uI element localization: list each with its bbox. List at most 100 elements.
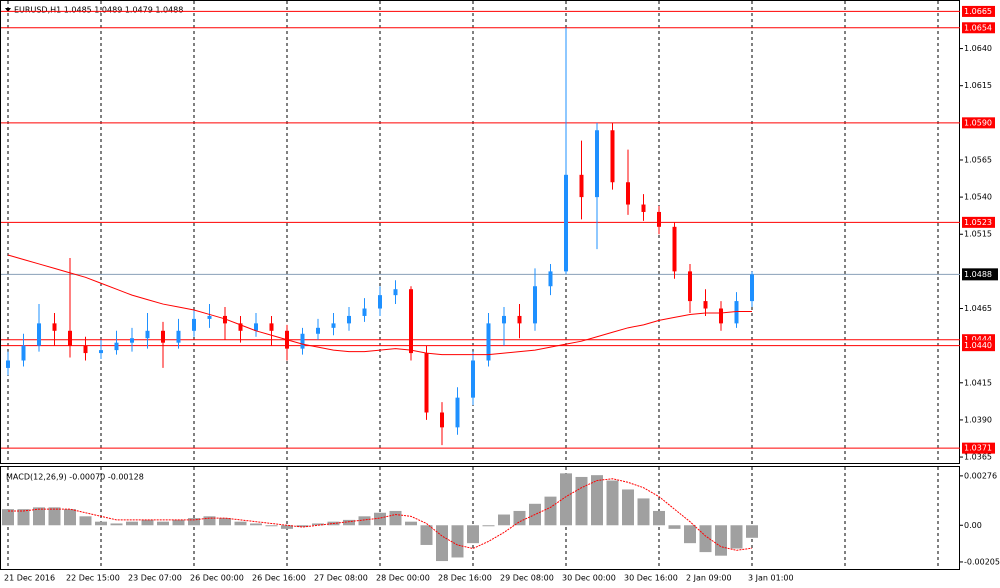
macd-bar bbox=[420, 525, 433, 545]
x-tick-label: 27 Dec 08:00 bbox=[314, 574, 368, 583]
macd-bar bbox=[498, 514, 510, 526]
macd-bar bbox=[451, 525, 464, 558]
y-tick-label: -0.00205 bbox=[964, 557, 1000, 566]
macd-bar bbox=[33, 507, 45, 526]
x-tick-label: 3 Jan 01:00 bbox=[748, 574, 794, 583]
macd-bar bbox=[684, 525, 696, 544]
macd-bar bbox=[203, 516, 216, 526]
macd-bar bbox=[79, 516, 92, 526]
y-tick-label: 1.0640 bbox=[964, 44, 992, 53]
candle-body bbox=[517, 315, 522, 324]
level-box bbox=[962, 117, 995, 129]
candle-body bbox=[161, 330, 165, 343]
candle-body bbox=[409, 289, 413, 354]
candle-body bbox=[68, 330, 72, 346]
candle-body bbox=[564, 174, 568, 272]
level-label: 1.0523 bbox=[964, 218, 992, 227]
candle-body bbox=[300, 333, 305, 349]
moving-average bbox=[7, 254, 752, 356]
candle-body bbox=[393, 289, 398, 296]
candle-body bbox=[502, 315, 506, 324]
level-label: 1.0654 bbox=[964, 23, 992, 32]
x-tick-label: 21 Dec 2016 bbox=[4, 574, 55, 583]
macd-bar bbox=[637, 498, 650, 526]
candle-body bbox=[6, 360, 10, 368]
candle-body bbox=[719, 308, 723, 324]
candle-body bbox=[331, 323, 336, 328]
macd-bar bbox=[296, 525, 309, 528]
macd-bar bbox=[668, 525, 681, 529]
macd-panel-frame bbox=[0, 466, 960, 570]
y-tick-label: 0.00 bbox=[964, 521, 982, 530]
macd-bar bbox=[265, 525, 278, 527]
candle-body bbox=[440, 412, 444, 428]
macd-bar bbox=[575, 476, 588, 526]
macd-bar bbox=[467, 525, 479, 544]
level-box bbox=[962, 22, 995, 34]
candle-body bbox=[672, 226, 677, 272]
macd-bar bbox=[544, 496, 557, 526]
level-label: 1.0371 bbox=[964, 444, 992, 453]
macd-bar bbox=[188, 518, 200, 526]
macd-bar bbox=[48, 507, 61, 526]
candle-body bbox=[750, 274, 754, 302]
macd-bar bbox=[436, 525, 448, 562]
macd-bar bbox=[482, 525, 495, 527]
candle-body bbox=[269, 323, 274, 331]
candle-body bbox=[378, 295, 382, 309]
level-box bbox=[962, 442, 995, 454]
y-tick-label: 1.0390 bbox=[964, 415, 992, 424]
candle-body bbox=[641, 204, 646, 212]
y-tick-label: 1.0565 bbox=[964, 155, 992, 164]
y-tick-label: 1.0615 bbox=[964, 81, 992, 90]
macd-bar bbox=[95, 521, 107, 526]
macd-bar bbox=[622, 489, 634, 526]
y-tick-label: 1.0465 bbox=[964, 304, 992, 313]
candle-body bbox=[486, 323, 491, 361]
macd-bar bbox=[126, 521, 138, 526]
x-tick-label: 30 Dec 16:00 bbox=[624, 574, 678, 583]
candle-body bbox=[579, 174, 584, 198]
macd-bar bbox=[374, 512, 386, 526]
macd-bar bbox=[730, 525, 743, 549]
macd-bar bbox=[141, 519, 154, 526]
candle-body bbox=[21, 345, 26, 361]
candle-body bbox=[192, 318, 196, 331]
macd-bar bbox=[746, 525, 758, 538]
current-price-label: 1.0488 bbox=[964, 270, 992, 279]
candle-body bbox=[455, 397, 460, 428]
candle-body bbox=[347, 315, 351, 324]
candle-body bbox=[362, 308, 367, 316]
candle-body bbox=[610, 130, 615, 183]
y-tick-label: 1.0515 bbox=[964, 230, 992, 239]
indicator-title: MACD(12,26,9) -0.00070 -0.00128 bbox=[6, 473, 144, 482]
macd-bar bbox=[250, 523, 262, 526]
macd-bar bbox=[606, 480, 619, 526]
level-label: 1.0444 bbox=[964, 335, 992, 344]
macd-bar bbox=[17, 509, 30, 526]
candle-body bbox=[83, 345, 88, 354]
macd-bar bbox=[64, 509, 76, 526]
candle-body bbox=[595, 130, 599, 198]
x-tick-label: 26 Dec 16:00 bbox=[252, 574, 306, 583]
x-tick-label: 22 Dec 15:00 bbox=[66, 574, 120, 583]
candle-body bbox=[207, 315, 212, 319]
y-tick-label: 1.0365 bbox=[964, 453, 992, 462]
level-label: 1.0440 bbox=[964, 341, 992, 350]
x-tick-label: 30 Dec 00:00 bbox=[562, 574, 616, 583]
candle-body bbox=[145, 330, 150, 339]
x-tick-label: 28 Dec 16:00 bbox=[438, 574, 492, 583]
candle-body bbox=[37, 323, 41, 346]
x-tick-label: 29 Dec 08:00 bbox=[500, 574, 554, 583]
candle-body bbox=[471, 360, 475, 398]
macd-bar bbox=[110, 523, 123, 526]
candle-body bbox=[657, 211, 661, 227]
macd-bar bbox=[653, 510, 665, 526]
current-price-box bbox=[962, 268, 998, 281]
candle-body bbox=[548, 271, 553, 287]
level-box bbox=[962, 340, 995, 352]
candle-body bbox=[176, 330, 181, 343]
candle-body bbox=[114, 342, 119, 351]
